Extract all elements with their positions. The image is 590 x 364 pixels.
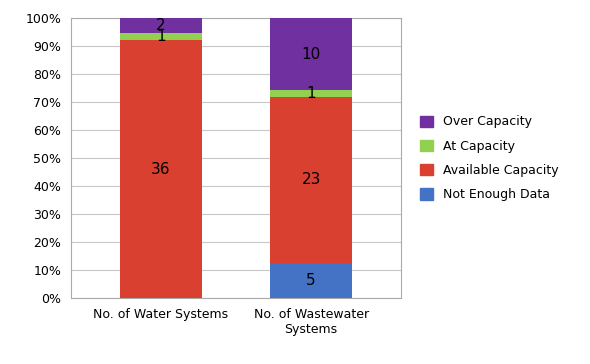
Bar [270, 90, 352, 97]
Text: 10: 10 [301, 47, 321, 62]
Bar [270, 18, 352, 90]
Legend: Over Capacity, At Capacity, Available Capacity, Not Enough Data: Over Capacity, At Capacity, Available Ca… [414, 109, 565, 207]
Text: 1: 1 [156, 29, 166, 44]
Text: 2: 2 [156, 18, 166, 33]
Text: 23: 23 [301, 173, 321, 187]
Text: 1: 1 [306, 86, 316, 101]
Text: 5: 5 [306, 273, 316, 288]
Bar [270, 262, 352, 298]
Bar [120, 40, 202, 298]
Bar [270, 97, 352, 262]
Bar [120, 32, 202, 40]
Bar [120, 18, 202, 32]
Text: 36: 36 [151, 162, 171, 177]
